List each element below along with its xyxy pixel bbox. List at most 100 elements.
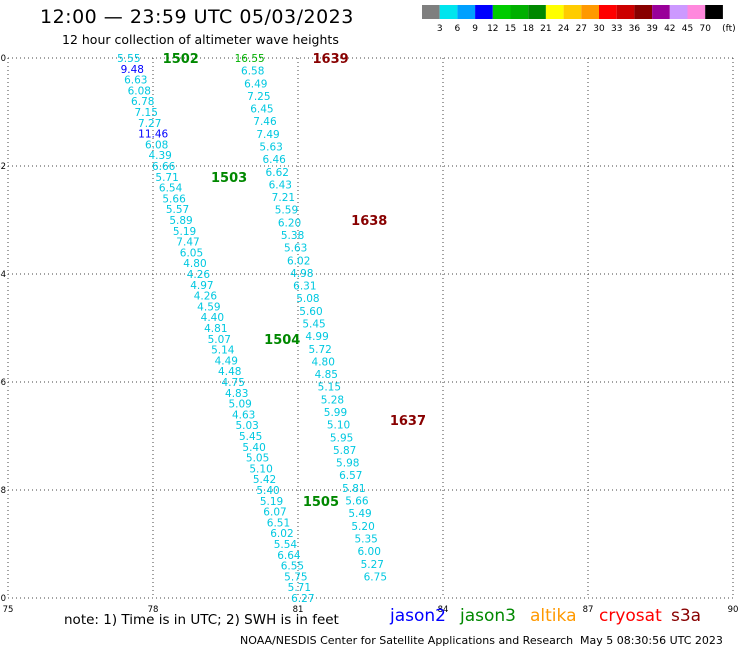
colorbar-tick-label: 33: [611, 24, 622, 34]
wave-height-label: 5.20: [351, 521, 374, 533]
y-tick-label: -6: [0, 378, 6, 388]
wave-height-label: 4.80: [312, 356, 335, 368]
colorbar-swatch: [563, 5, 582, 19]
wave-height-label: 6.43: [269, 179, 292, 191]
colorbar-swatch: [599, 5, 617, 19]
colorbar-swatch: [510, 5, 529, 19]
credit-line: NOAA/NESDIS Center for Satellite Applica…: [240, 634, 574, 647]
colorbar-tick-label: 3: [437, 24, 443, 34]
wave-height-label: 5.27: [361, 559, 384, 571]
wave-height-label: 5.72: [308, 344, 331, 356]
colorbar-swatch: [687, 5, 706, 19]
wave-height-label: 5.71: [155, 172, 178, 184]
y-tick-label: 0: [1, 54, 6, 64]
wave-height-label: 4.26: [187, 269, 211, 281]
wave-height-label: 5.75: [284, 571, 307, 583]
wave-height-label: 5.66: [345, 496, 369, 508]
wave-height-label: 5.66: [162, 193, 186, 205]
footer-note: note: 1) Time is in UTC; 2) SWH is in fe…: [64, 612, 339, 628]
wave-height-label: 4.59: [197, 301, 220, 313]
wave-height-label: 6.02: [287, 255, 310, 267]
wave-height-label: 5.19: [173, 226, 196, 238]
wave-height-label: 4.63: [232, 409, 255, 421]
x-tick-label: 78: [148, 605, 159, 615]
wave-height-label: 5.38: [281, 230, 304, 242]
wave-height-label: 6.20: [278, 217, 301, 229]
colorbar-tick-label: 15: [505, 24, 516, 34]
wave-height-label: 5.40: [256, 485, 279, 497]
wave-height-label: 5.59: [275, 205, 298, 217]
wave-height-label: 4.26: [194, 291, 218, 303]
y-tick-label: -2: [0, 162, 6, 172]
mission-altika: altika: [530, 606, 577, 626]
wave-height-label: 5.87: [333, 445, 356, 457]
chart-title: 12:00 — 23:59 UTC 05/03/2023: [40, 6, 354, 28]
colorbar-tick-label: 70: [699, 24, 711, 34]
wave-height-label: 5.10: [249, 463, 272, 475]
y-tick-label: -8: [0, 486, 6, 496]
wave-height-label: 5.19: [260, 496, 283, 508]
wave-height-label: 4.98: [290, 268, 313, 280]
wave-height-label: 5.28: [321, 394, 344, 406]
wave-height-label: 4.48: [218, 366, 241, 378]
x-tick-label: 81: [293, 605, 304, 615]
pass-id-label: 1639: [313, 52, 349, 67]
pass-id-label: 1502: [163, 52, 199, 67]
colorbar-swatch: [475, 5, 493, 19]
wave-height-label: 5.81: [342, 483, 365, 495]
colorbar-tick-label: 24: [558, 24, 570, 34]
colorbar-units: (ft): [722, 24, 736, 34]
colorbar-swatch: [422, 5, 440, 19]
colorbar-swatch: [669, 5, 688, 19]
mission-jason2: jason2: [390, 606, 446, 626]
wave-height-label: 5.99: [324, 407, 347, 419]
wave-height-label: 5.57: [166, 204, 189, 216]
x-tick-label: 90: [728, 605, 739, 615]
pass-id-label: 1637: [390, 414, 426, 429]
wave-height-label: 6.51: [267, 517, 290, 529]
wave-height-label: 5.89: [169, 215, 192, 227]
wave-height-label: 9.48: [121, 64, 144, 76]
wave-height-label: 4.39: [148, 150, 171, 162]
wave-height-label: 6.62: [266, 167, 289, 179]
wave-height-label: 6.08: [145, 139, 168, 151]
wave-height-label: 6.00: [358, 546, 381, 558]
wave-height-label: 4.40: [201, 312, 224, 324]
wave-height-label: 7.15: [135, 107, 158, 119]
colorbar-swatch: [457, 5, 476, 19]
x-tick-label: 87: [583, 605, 594, 615]
wave-height-label: 7.27: [138, 118, 161, 130]
colorbar-swatch: [545, 5, 564, 19]
colorbar-tick-label: 9: [472, 24, 478, 34]
wave-height-label: 6.02: [270, 528, 293, 540]
colorbar-tick-label: 27: [576, 24, 587, 34]
colorbar: 3 6 9 12 15 18 21 24 27 30 33 36 39 42 45 70 (ft): [422, 5, 736, 34]
colorbar-swatch: [439, 5, 458, 19]
wave-height-label: 5.15: [318, 382, 341, 394]
colorbar-tick-label: 36: [629, 24, 641, 34]
wave-height-label: 6.58: [241, 66, 264, 78]
wave-height-label: 4.97: [190, 280, 213, 292]
colorbar-swatch: [492, 5, 511, 19]
colorbar-tick-label: 18: [522, 24, 534, 34]
wave-height-label: 4.81: [204, 323, 227, 335]
wave-height-label: 5.05: [246, 453, 269, 465]
wave-height-label: 4.99: [305, 331, 328, 343]
colorbar-swatch: [652, 5, 670, 19]
wave-height-label: 6.78: [131, 96, 154, 108]
wave-height-label: 5.45: [302, 319, 325, 331]
wave-height-label: 4.85: [315, 369, 338, 381]
mission-jason3: jason3: [460, 606, 516, 626]
pass-id-label: 1505: [303, 495, 339, 510]
wave-height-label: 5.35: [354, 533, 377, 545]
colorbar-tick-label: 30: [593, 24, 605, 34]
wave-height-label: 6.08: [128, 85, 151, 97]
colorbar-swatch: [616, 5, 635, 19]
wave-height-label: 5.09: [228, 399, 251, 411]
wave-height-label: 6.46: [262, 154, 286, 166]
wave-height-label: 11.46: [138, 129, 168, 141]
wave-height-label: 6.31: [293, 281, 316, 293]
wave-height-label: 6.45: [250, 104, 273, 116]
wave-height-label: 6.27: [291, 593, 314, 605]
wave-height-label: 5.10: [327, 420, 350, 432]
